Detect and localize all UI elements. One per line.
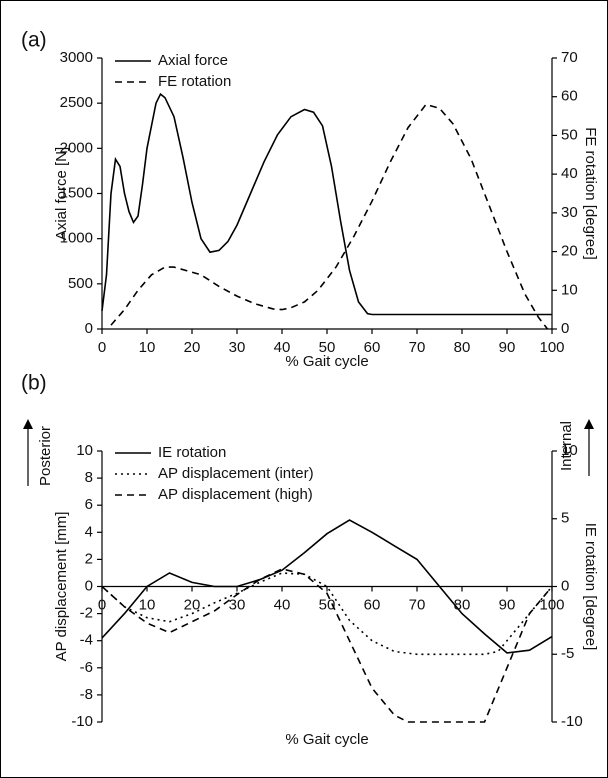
y-tick-label: -6 [80,659,93,676]
x-tick-label: 60 [364,339,381,356]
series-line [101,519,553,654]
y2-tick-label: 10 [561,442,578,459]
y2-axis-label: IE rotation [degree] [582,523,599,651]
x-tick-label: 10 [139,596,156,613]
y2-tick-label: -5 [561,645,574,662]
y-annotation: Posterior [37,426,54,486]
series-line [110,103,549,330]
series-line [101,92,552,316]
y2-tick-label: 5 [561,510,569,527]
series-line [101,568,553,723]
y2-tick-label: 70 [561,49,578,66]
legend-label: FE rotation [158,73,231,90]
legend-label: AP displacement (high) [158,486,313,503]
y2-tick-label: -10 [561,713,583,730]
panel-label: (b) [21,372,47,395]
y-tick-label: 10 [76,442,93,459]
x-tick-label: 70 [409,339,426,356]
x-tick-label: 100 [539,339,564,356]
x-tick-label: 40 [274,596,291,613]
y-axis-label: Axial force [N] [53,147,70,240]
x-tick-label: 10 [139,339,156,356]
y-tick-label: 2000 [60,139,93,156]
y-tick-label: 4 [85,523,93,540]
y2-annotation: Internal [558,421,575,471]
x-tick-label: 80 [454,596,471,613]
arrow-head [23,419,33,429]
y-tick-label: 3000 [60,49,93,66]
x-tick-label: 90 [499,596,516,613]
y-tick-label: 6 [85,496,93,513]
legend-label: AP displacement (inter) [158,465,314,482]
y2-tick-label: 60 [561,88,578,105]
y-tick-label: 1000 [60,230,93,247]
y2-tick-label: 10 [561,281,578,298]
x-tick-label: 20 [184,596,201,613]
x-tick-label: 40 [274,339,291,356]
y-tick-label: -4 [80,632,93,649]
y2-tick-label: 20 [561,243,578,260]
y-tick-label: 500 [68,275,93,292]
y2-tick-label: 30 [561,204,578,221]
y-tick-label: 0 [85,320,93,337]
x-tick-label: 90 [499,339,516,356]
x-tick-label: 100 [539,596,564,613]
y-tick-label: 2500 [60,94,93,111]
y2-tick-label: 50 [561,126,578,143]
arrow-head [584,419,594,429]
y-axis-label: AP displacement [mm] [53,512,70,662]
x-axis-label: % Gait cycle [285,731,368,748]
y2-tick-label: 0 [561,320,569,337]
x-tick-label: 70 [409,596,426,613]
y-tick-label: -2 [80,605,93,622]
y2-tick-label: 0 [561,577,569,594]
y-tick-label: 1500 [60,184,93,201]
x-tick-label: 80 [454,339,471,356]
y-tick-label: 0 [85,577,93,594]
x-tick-label: 0 [98,596,106,613]
legend-label: Axial force [158,52,228,69]
y2-tick-label: 40 [561,165,578,182]
x-axis-label: % Gait cycle [285,353,368,370]
panel-label: (a) [21,29,47,52]
x-tick-label: 20 [184,339,201,356]
y-tick-label: 2 [85,550,93,567]
y2-axis-label: FE rotation [degree] [582,127,599,260]
x-tick-label: 30 [229,596,246,613]
y-tick-label: 8 [85,469,93,486]
legend-label: IE rotation [158,444,226,461]
y-tick-label: -10 [71,713,93,730]
x-tick-label: 0 [98,339,106,356]
series-line [101,572,553,656]
x-tick-label: 30 [229,339,246,356]
x-tick-label: 50 [319,596,336,613]
x-tick-label: 50 [319,339,336,356]
y-tick-label: -8 [80,686,93,703]
x-tick-label: 60 [364,596,381,613]
